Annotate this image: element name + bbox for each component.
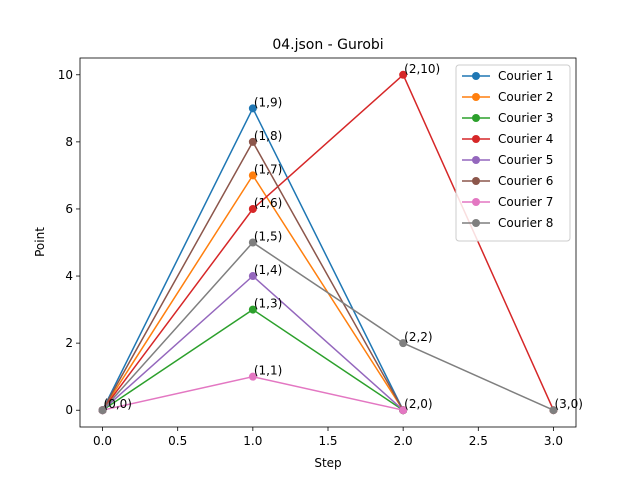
y-tick-label: 4 <box>65 269 73 283</box>
data-point <box>399 70 408 79</box>
y-tick-label: 6 <box>65 202 73 216</box>
legend-marker <box>472 114 480 122</box>
point-annotation: (1,6) <box>254 196 282 210</box>
legend-label: Courier 2 <box>498 90 553 104</box>
y-axis-label: Point <box>33 227 47 257</box>
data-point <box>248 238 257 247</box>
x-tick-label: 3.0 <box>544 434 563 448</box>
point-annotation: (2,0) <box>404 397 432 411</box>
x-tick-label: 1.0 <box>243 434 262 448</box>
x-tick-label: 0.5 <box>168 434 187 448</box>
point-annotation: (1,5) <box>254 230 282 244</box>
data-point <box>248 104 257 113</box>
legend-marker <box>472 219 480 227</box>
data-point <box>248 305 257 314</box>
series-line-8 <box>101 241 554 411</box>
legend-label: Courier 4 <box>498 132 553 146</box>
data-point <box>248 272 257 281</box>
data-point <box>248 372 257 381</box>
y-tick-label: 10 <box>58 68 73 82</box>
point-annotation: (2,10) <box>404 62 440 76</box>
chart-title: 04.json - Gurobi <box>272 37 383 53</box>
point-annotation: (0,0) <box>104 397 132 411</box>
legend-label: Courier 3 <box>498 111 553 125</box>
data-point <box>399 339 408 348</box>
x-tick-label: 2.0 <box>394 434 413 448</box>
y-tick-label: 2 <box>65 336 73 350</box>
x-tick-label: 1.5 <box>318 434 337 448</box>
y-tick-label: 8 <box>65 135 73 149</box>
legend-marker <box>472 177 480 185</box>
legend-marker <box>472 72 480 80</box>
data-point <box>248 171 257 180</box>
legend-label: Courier 6 <box>498 174 553 188</box>
plot-area: (0,0) (1,9) (1,8) (1,7) (1,6) (1,5) (1,4) (1,3)… <box>58 57 583 448</box>
legend-label: Courier 7 <box>498 195 553 209</box>
x-tick-label: 2.5 <box>469 434 488 448</box>
legend-label: Courier 1 <box>498 69 553 83</box>
point-annotation: (2,2) <box>404 330 432 344</box>
data-point <box>98 406 107 415</box>
point-annotation: (1,7) <box>254 162 282 176</box>
x-axis-label: Step <box>314 456 341 470</box>
legend-marker <box>472 93 480 101</box>
data-point <box>549 406 558 415</box>
series-line-4 <box>101 74 555 411</box>
data-point <box>399 406 408 415</box>
point-annotation: (1,4) <box>254 263 282 277</box>
legend-label: Courier 8 <box>498 216 553 230</box>
data-point <box>248 204 257 213</box>
point-annotation: (1,8) <box>254 129 282 143</box>
legend-box <box>455 64 571 242</box>
y-tick-label: 0 <box>65 403 73 417</box>
legend-marker <box>472 198 480 206</box>
x-tick-label: 0.0 <box>93 434 112 448</box>
point-annotation: (1,9) <box>254 95 282 109</box>
point-annotation: (1,1) <box>254 364 282 378</box>
point-annotation: (3,0) <box>554 397 582 411</box>
point-annotation: (1,3) <box>254 297 282 311</box>
legend-marker <box>472 156 480 164</box>
legend-marker <box>472 135 480 143</box>
data-point <box>248 137 257 146</box>
legend-label: Courier 5 <box>498 153 553 167</box>
